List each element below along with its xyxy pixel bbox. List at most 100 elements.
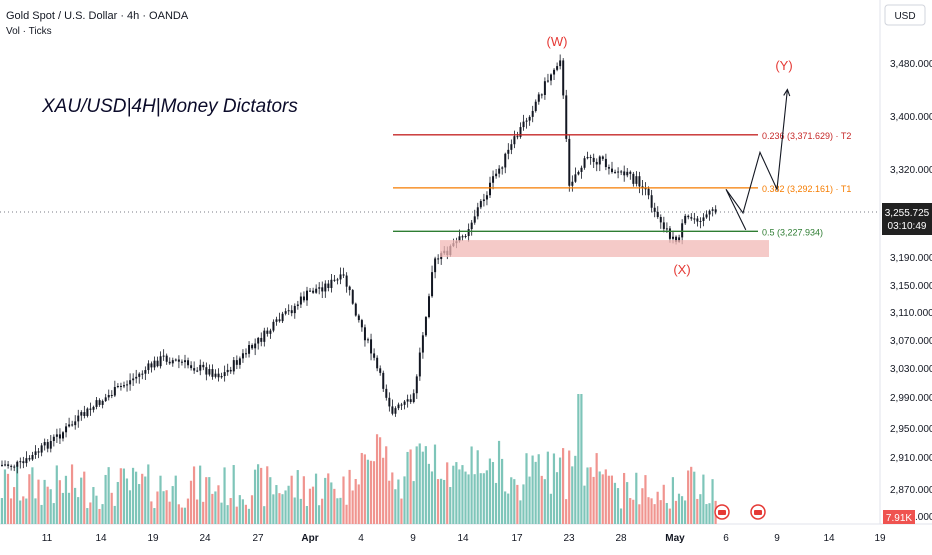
volume-bar (360, 452, 363, 524)
candle-body (388, 397, 391, 407)
volume-bar (52, 503, 55, 524)
last-price-badge (882, 203, 932, 235)
volume-bar (98, 508, 101, 524)
candle-body (574, 174, 577, 182)
time-tick-label: 23 (563, 533, 575, 544)
volume-bar (287, 485, 290, 524)
volume-bar (101, 504, 104, 524)
volume-bar (269, 477, 272, 524)
volume-bar (226, 505, 229, 524)
volume-bar (476, 450, 479, 524)
candle-body (373, 353, 376, 358)
volume-bar (577, 394, 580, 524)
candle-body (583, 158, 586, 168)
candle-body (10, 465, 13, 467)
candle-body (684, 215, 687, 224)
volume-bar (19, 500, 22, 524)
price-axis[interactable]: 3,480.000 3,400.000 3,320.000 3,190.000 3,15… (890, 59, 932, 523)
volume-bar (571, 466, 574, 524)
wave-label: (W) (547, 34, 568, 49)
support-zone-box[interactable] (440, 240, 769, 257)
time-tick-label: 6 (723, 533, 729, 544)
volume-bar (67, 492, 71, 524)
price-tick-label: 3,400.000 (890, 112, 932, 123)
candle-body (25, 458, 28, 464)
volume-bar (400, 498, 403, 524)
candle-body (74, 421, 77, 426)
volume-bar (64, 475, 68, 524)
volume-bar (501, 458, 504, 524)
time-axis[interactable]: 11 14 19 24 27 Apr 4 9 14 17 23 28 May 6 9 14 19 (42, 533, 886, 544)
volume-bar (34, 498, 37, 524)
volume-indicator-label: Vol · Ticks (6, 26, 52, 37)
candle-body (327, 283, 330, 289)
volume-bar (406, 451, 409, 524)
price-tick-label: 3,190.000 (890, 253, 932, 264)
candle-body (409, 399, 412, 403)
candle-body (525, 120, 528, 122)
volume-bar (619, 508, 623, 524)
candle-body (272, 321, 275, 331)
volume-bar (125, 478, 129, 524)
candle-body (379, 368, 382, 373)
volume-bar (366, 459, 369, 524)
economic-event-icon[interactable] (750, 504, 766, 520)
volume-bar (135, 471, 138, 524)
volume-bar (519, 500, 522, 524)
volume-bar (375, 434, 379, 524)
candle-body (241, 353, 244, 359)
volume-bar (138, 484, 141, 524)
volume-bar (229, 498, 232, 524)
volume-bar (592, 476, 595, 524)
volume-bar (244, 504, 247, 524)
time-tick-label: 27 (252, 533, 264, 544)
plot-background (0, 0, 880, 524)
candle-body (226, 369, 229, 373)
volume-bar (311, 486, 315, 524)
candle-body (598, 156, 601, 165)
currency-badge[interactable] (884, 4, 926, 26)
volume-bar (470, 446, 473, 524)
candle-body (284, 311, 287, 314)
volume-bar (610, 475, 613, 524)
volume-bar (119, 468, 122, 524)
volume-bar (641, 488, 644, 524)
volume-bar (275, 485, 278, 524)
candle-body (647, 188, 650, 196)
volume-bar (318, 505, 321, 524)
volume-bar (638, 504, 641, 524)
volume-bar (613, 482, 617, 524)
candle-body (220, 376, 223, 378)
candle-body (28, 458, 31, 460)
time-tick-label: Apr (301, 533, 318, 544)
bar-countdown: 03:10:49 (888, 221, 927, 232)
volume-bar (110, 492, 113, 524)
economic-event-icon[interactable] (714, 504, 730, 520)
volume-bar (424, 446, 427, 524)
volume-bar (595, 453, 598, 524)
volume-bar (452, 465, 455, 524)
candle-body (290, 310, 293, 314)
price-tick-label: 3,110.000 (890, 308, 932, 319)
candle-body (482, 199, 485, 202)
candle-body (522, 121, 525, 128)
candle-body (687, 215, 690, 218)
price-tick-label: 2,870.000 (890, 485, 932, 496)
volume-bar (86, 508, 89, 524)
candle-body (83, 412, 86, 416)
price-tick-label: 3,480.000 (890, 59, 932, 70)
volume-bar (266, 466, 269, 524)
candle-body (345, 275, 348, 287)
candle-body (104, 397, 107, 401)
candle-body (312, 290, 315, 293)
candle-body (278, 319, 281, 322)
volume-bar (653, 504, 656, 524)
candle-body (129, 380, 132, 385)
projection-path[interactable] (725, 89, 788, 231)
volume-bar (28, 474, 31, 524)
volume-bar (528, 476, 531, 524)
time-tick-label: 19 (874, 533, 886, 544)
candle-body (665, 228, 668, 230)
